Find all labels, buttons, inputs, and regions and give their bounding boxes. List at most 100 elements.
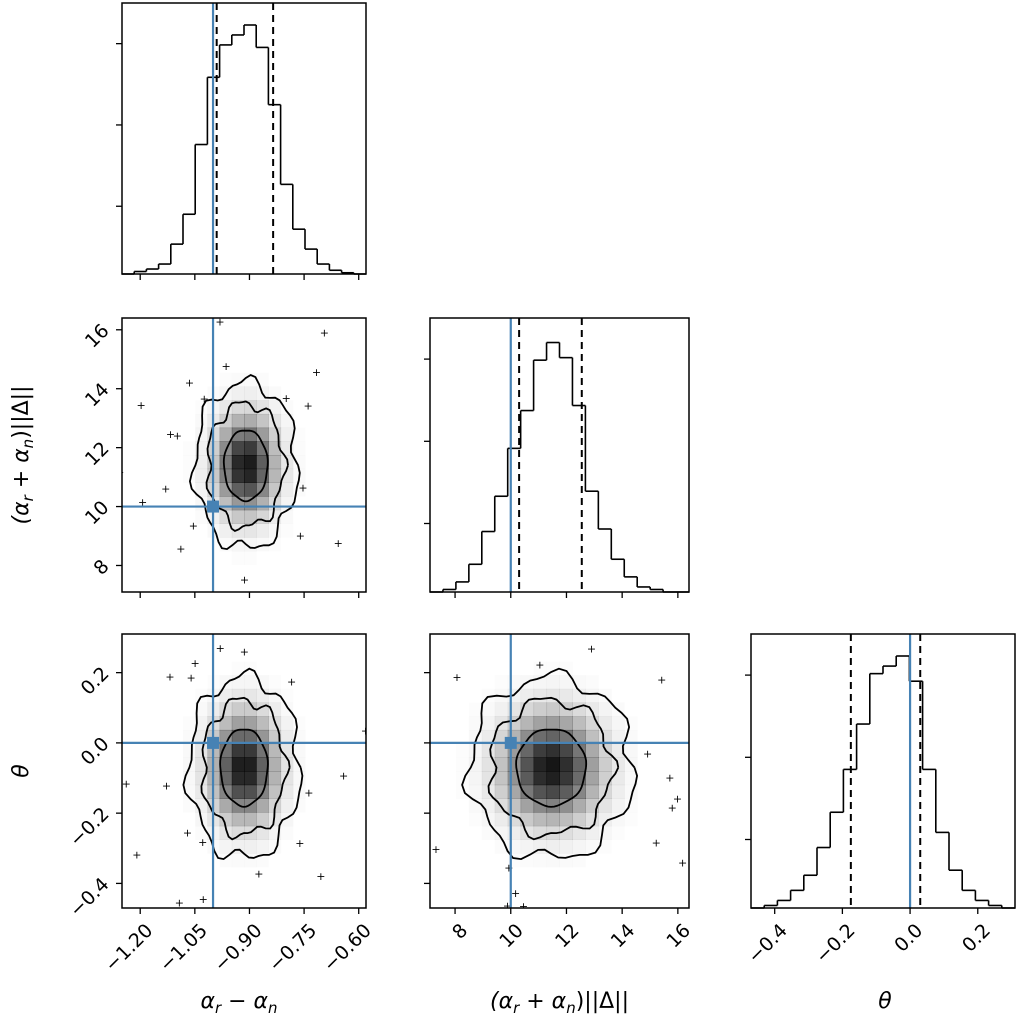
label-part: n (566, 999, 576, 1017)
x-tick-label: 0.0 (890, 920, 927, 957)
sample-point: + (316, 870, 325, 883)
sample-point: + (296, 530, 305, 543)
sample-point: + (298, 481, 307, 494)
sample-point: + (737, 786, 746, 799)
density-cell (268, 400, 282, 415)
density-cell (219, 702, 233, 717)
density-cell (244, 743, 257, 758)
density-cell (547, 675, 560, 689)
density-cell (256, 825, 269, 840)
sample-point: + (555, 604, 564, 617)
label-part: r (19, 494, 37, 501)
sample-point: + (216, 642, 225, 655)
sample-point: + (431, 843, 440, 856)
density-cell (611, 743, 625, 758)
sample-point: + (191, 601, 200, 614)
sample-point: + (587, 643, 596, 656)
sample-point: + (391, 639, 400, 652)
sample-point: + (232, 615, 241, 628)
density-cell (611, 716, 624, 730)
y-tick-label: −0.2 (65, 803, 113, 851)
sample-point: + (191, 657, 200, 670)
sample-point: + (186, 671, 195, 684)
density-cell (520, 798, 535, 813)
sample-point: + (161, 482, 170, 495)
density-cell (256, 523, 269, 538)
density-cell (244, 427, 257, 442)
truth-marker (207, 736, 220, 749)
density-cell (494, 771, 509, 786)
contour-3sigma (188, 373, 301, 551)
contour-3sigma (461, 667, 639, 861)
density-cell (572, 825, 586, 840)
sample-point: + (340, 596, 349, 609)
density-cell (481, 798, 496, 813)
sample-point: + (287, 676, 296, 689)
density-cell (280, 784, 294, 799)
density-cell (280, 482, 294, 497)
y-axis-label-theta: θ (9, 764, 34, 778)
density-cell (244, 413, 257, 429)
sample-point: + (678, 856, 687, 869)
density-cell (572, 798, 586, 813)
density-cell (281, 826, 294, 840)
density-cell (559, 771, 573, 786)
density-cell (256, 373, 269, 387)
density-cell (546, 757, 560, 772)
density-cell (495, 675, 508, 689)
density-cell (559, 839, 573, 854)
sample-point: + (535, 658, 544, 671)
density-cell (244, 551, 257, 565)
panel-frame (121, 633, 367, 909)
density-cell (256, 496, 269, 511)
panel-background (751, 634, 1015, 908)
density-cell (183, 441, 196, 455)
density-cell (244, 702, 257, 717)
sample-point: + (303, 400, 312, 413)
density-cell (585, 757, 599, 772)
density-cell (469, 812, 482, 826)
density-cell (219, 482, 233, 497)
contour-3sigma (182, 667, 304, 861)
y-tick-label: 14 (81, 379, 114, 412)
density-cell (611, 784, 625, 799)
density-cell (183, 798, 196, 812)
density-cell (244, 509, 257, 524)
density-cell (611, 798, 625, 813)
density-cell (231, 468, 245, 483)
density-cell (546, 812, 560, 827)
density-cell (598, 729, 612, 745)
density-cell (268, 468, 282, 483)
sample-point: + (183, 827, 192, 840)
density-cell (560, 853, 573, 867)
density-cell (256, 839, 269, 854)
density-cell (520, 743, 535, 758)
density-cell (572, 688, 586, 703)
density-cell (219, 400, 233, 415)
density-cell (534, 853, 547, 867)
density-cell (231, 716, 245, 731)
density-cell (256, 716, 269, 731)
sample-point: + (222, 360, 231, 373)
density-cell (231, 441, 245, 456)
density-cell (268, 524, 281, 538)
density-cell (244, 688, 257, 703)
sample-point: + (175, 897, 184, 910)
density-cell (533, 812, 548, 827)
sample-point: + (240, 574, 249, 587)
sample-point: + (166, 428, 175, 441)
density-cell (219, 729, 233, 745)
density-cell (220, 853, 233, 867)
density-cell (559, 716, 573, 731)
y-tick-label: 0.2 (77, 663, 114, 700)
sample-point: + (668, 802, 677, 815)
density-cell (546, 729, 560, 745)
density-cell (559, 688, 573, 703)
density-cell (598, 716, 612, 731)
x-tick-label: −0.90 (210, 920, 267, 977)
density-cell (244, 523, 257, 538)
sample-point: + (98, 620, 107, 633)
panel-background (430, 318, 689, 592)
label-part: )||Δ|| (576, 989, 629, 1014)
